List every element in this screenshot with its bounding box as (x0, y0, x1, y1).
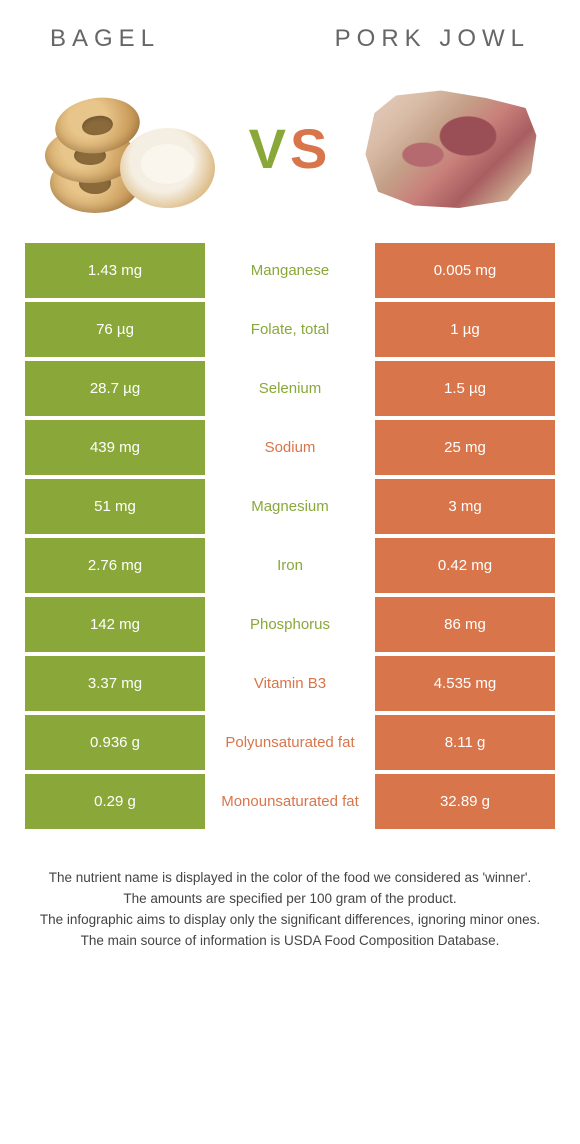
table-row: 2.76 mgIron0.42 mg (25, 538, 555, 593)
table-row: 439 mgSodium25 mg (25, 420, 555, 475)
food-title-right: Pork jowl (335, 25, 530, 53)
cell-left-value: 142 mg (25, 597, 205, 652)
cell-right-value: 32.89 g (375, 774, 555, 829)
food-image-right (350, 78, 550, 218)
cell-nutrient-name: Selenium (205, 361, 375, 416)
table-row: 0.936 gPolyunsaturated fat8.11 g (25, 715, 555, 770)
footer-line: The main source of information is USDA F… (30, 931, 550, 952)
cell-right-value: 1.5 µg (375, 361, 555, 416)
table-row: 51 mgMagnesium3 mg (25, 479, 555, 534)
cell-right-value: 25 mg (375, 420, 555, 475)
header: Bagel Pork jowl (0, 0, 580, 63)
vs-v-letter: V (249, 117, 290, 180)
cell-nutrient-name: Phosphorus (205, 597, 375, 652)
cell-left-value: 0.936 g (25, 715, 205, 770)
cell-left-value: 76 µg (25, 302, 205, 357)
cell-nutrient-name: Folate, total (205, 302, 375, 357)
table-row: 142 mgPhosphorus86 mg (25, 597, 555, 652)
cell-nutrient-name: Monounsaturated fat (205, 774, 375, 829)
cell-left-value: 0.29 g (25, 774, 205, 829)
cell-right-value: 0.005 mg (375, 243, 555, 298)
cell-nutrient-name: Vitamin B3 (205, 656, 375, 711)
food-title-left: Bagel (50, 25, 160, 53)
cell-nutrient-name: Sodium (205, 420, 375, 475)
table-row: 3.37 mgVitamin B34.535 mg (25, 656, 555, 711)
cell-right-value: 4.535 mg (375, 656, 555, 711)
bagel-illustration (40, 83, 220, 213)
vs-label: VS (249, 116, 332, 181)
cell-right-value: 86 mg (375, 597, 555, 652)
cell-left-value: 2.76 mg (25, 538, 205, 593)
cell-left-value: 439 mg (25, 420, 205, 475)
food-image-left (30, 78, 230, 218)
cell-left-value: 28.7 µg (25, 361, 205, 416)
footer-notes: The nutrient name is displayed in the co… (0, 833, 580, 952)
vs-s-letter: S (290, 117, 331, 180)
cell-nutrient-name: Iron (205, 538, 375, 593)
table-row: 76 µgFolate, total1 µg (25, 302, 555, 357)
cell-nutrient-name: Magnesium (205, 479, 375, 534)
footer-line: The infographic aims to display only the… (30, 910, 550, 931)
table-row: 0.29 gMonounsaturated fat32.89 g (25, 774, 555, 829)
cell-right-value: 3 mg (375, 479, 555, 534)
cell-left-value: 51 mg (25, 479, 205, 534)
pork-illustration (360, 86, 540, 211)
footer-line: The amounts are specified per 100 gram o… (30, 889, 550, 910)
cell-nutrient-name: Manganese (205, 243, 375, 298)
cell-right-value: 0.42 mg (375, 538, 555, 593)
cell-nutrient-name: Polyunsaturated fat (205, 715, 375, 770)
cell-right-value: 8.11 g (375, 715, 555, 770)
cell-left-value: 1.43 mg (25, 243, 205, 298)
table-row: 1.43 mgManganese0.005 mg (25, 243, 555, 298)
footer-line: The nutrient name is displayed in the co… (30, 868, 550, 889)
table-row: 28.7 µgSelenium1.5 µg (25, 361, 555, 416)
cell-left-value: 3.37 mg (25, 656, 205, 711)
cell-right-value: 1 µg (375, 302, 555, 357)
vs-row: VS (0, 63, 580, 243)
comparison-table: 1.43 mgManganese0.005 mg76 µgFolate, tot… (0, 243, 580, 829)
